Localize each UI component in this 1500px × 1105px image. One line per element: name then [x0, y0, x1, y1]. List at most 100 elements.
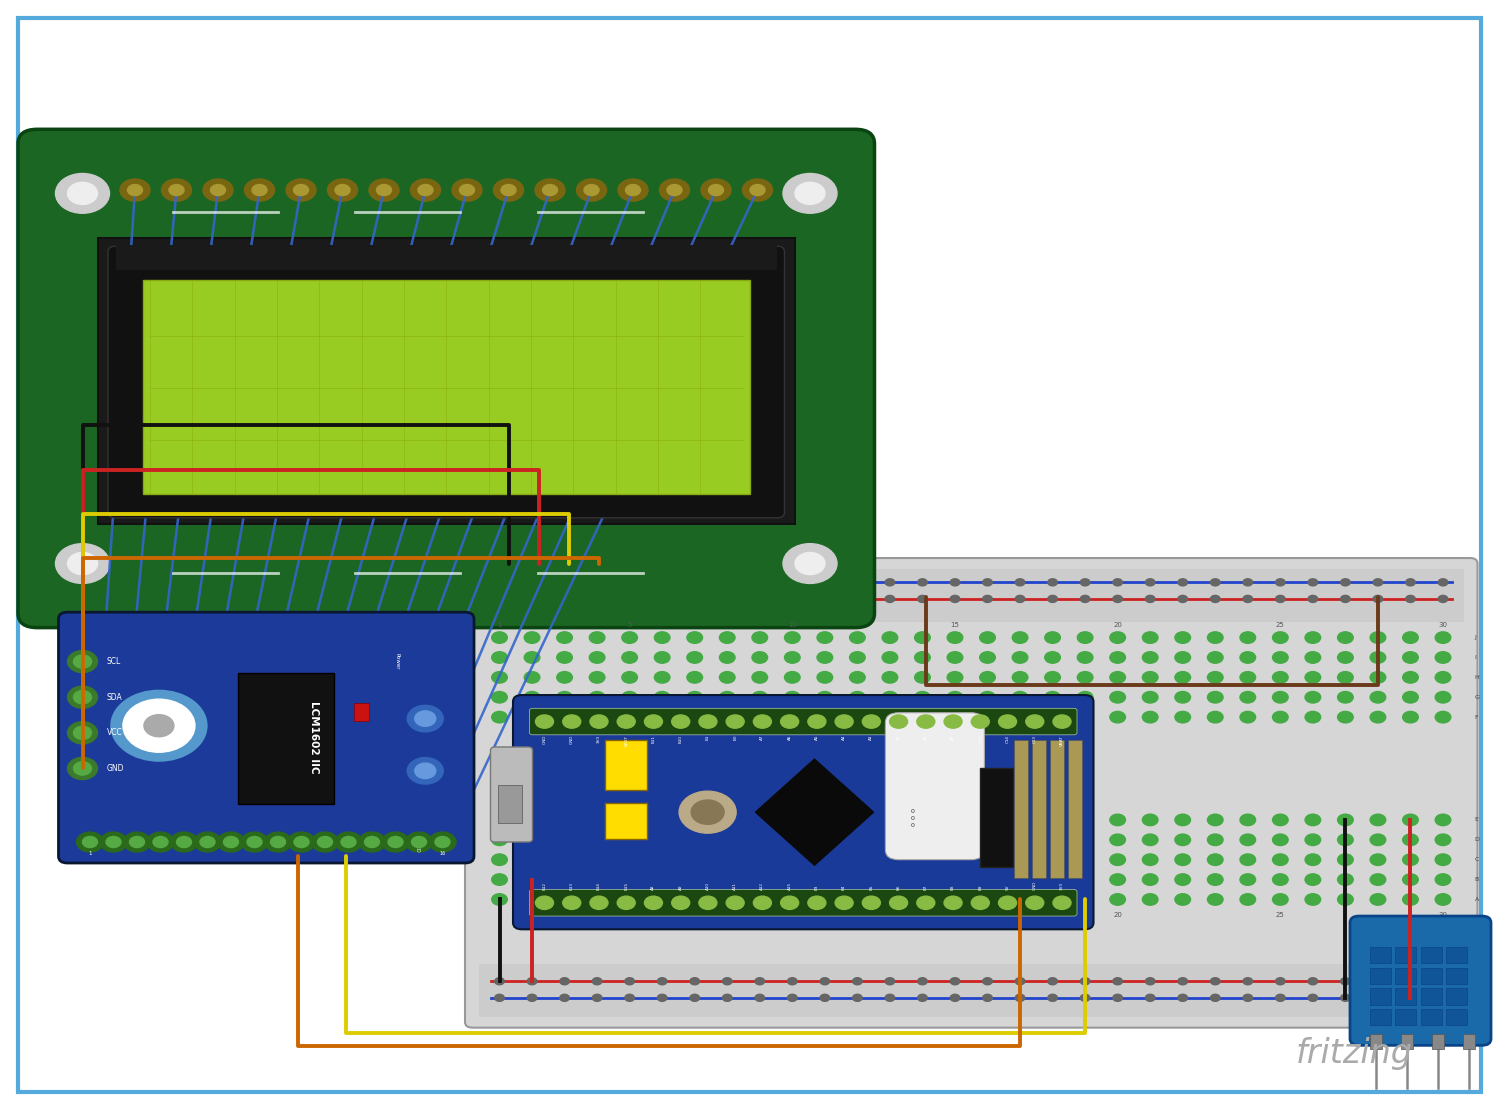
Bar [981, 768, 1014, 867]
Circle shape [536, 715, 554, 728]
Circle shape [128, 185, 142, 196]
Circle shape [576, 179, 606, 201]
Circle shape [708, 185, 723, 196]
Circle shape [543, 185, 558, 196]
Circle shape [120, 179, 150, 201]
Text: B13: B13 [570, 882, 573, 890]
Circle shape [1338, 632, 1353, 643]
Circle shape [369, 179, 399, 201]
Bar [604, 803, 646, 839]
Circle shape [849, 814, 865, 825]
Circle shape [1110, 712, 1125, 723]
Circle shape [946, 854, 963, 865]
Text: 5V: 5V [1005, 884, 1010, 890]
Circle shape [1174, 894, 1191, 905]
Bar [1068, 740, 1082, 878]
Circle shape [687, 712, 702, 723]
Circle shape [1240, 834, 1256, 845]
Circle shape [882, 814, 897, 825]
Text: GND: GND [543, 735, 546, 744]
Circle shape [1077, 672, 1094, 683]
Circle shape [818, 672, 833, 683]
Circle shape [821, 994, 830, 1001]
Circle shape [1240, 874, 1256, 885]
Circle shape [946, 672, 963, 683]
Circle shape [1438, 579, 1448, 586]
Circle shape [318, 836, 333, 848]
Bar [142, 280, 750, 494]
Bar [1446, 988, 1467, 1004]
Circle shape [849, 632, 865, 643]
Circle shape [849, 874, 865, 885]
Circle shape [1174, 814, 1191, 825]
Circle shape [1406, 978, 1416, 985]
Bar [1446, 947, 1467, 964]
Circle shape [788, 994, 796, 1001]
Circle shape [1341, 579, 1350, 586]
Circle shape [1174, 632, 1191, 643]
Circle shape [1013, 712, 1028, 723]
Text: B8: B8 [951, 884, 956, 890]
Circle shape [852, 596, 862, 602]
FancyBboxPatch shape [513, 695, 1094, 929]
Text: GND: GND [1034, 881, 1036, 890]
Circle shape [494, 179, 524, 201]
Text: SCL: SCL [106, 657, 120, 666]
Circle shape [1077, 692, 1094, 703]
Text: A3: A3 [870, 735, 873, 740]
Bar [478, 569, 1464, 622]
Circle shape [946, 712, 963, 723]
Circle shape [944, 896, 962, 909]
Circle shape [1080, 978, 1090, 985]
Circle shape [162, 179, 192, 201]
Circle shape [821, 978, 830, 985]
Circle shape [414, 711, 436, 726]
Circle shape [1240, 692, 1256, 703]
Circle shape [852, 579, 862, 586]
Circle shape [56, 544, 110, 583]
Circle shape [618, 179, 648, 201]
Text: A9: A9 [678, 884, 682, 890]
Circle shape [106, 836, 122, 848]
Circle shape [687, 692, 702, 703]
Circle shape [556, 672, 573, 683]
Text: A12: A12 [760, 882, 765, 890]
Circle shape [1338, 874, 1353, 885]
Circle shape [1208, 834, 1222, 845]
Circle shape [1210, 579, 1219, 586]
Text: B10: B10 [678, 735, 682, 743]
Circle shape [590, 854, 604, 865]
Circle shape [492, 712, 507, 723]
Bar [1431, 1034, 1443, 1049]
Circle shape [590, 692, 604, 703]
Circle shape [852, 978, 862, 985]
Circle shape [672, 715, 690, 728]
Circle shape [1208, 692, 1222, 703]
Circle shape [726, 896, 744, 909]
Circle shape [147, 832, 174, 852]
Circle shape [501, 185, 516, 196]
Circle shape [1370, 814, 1386, 825]
Text: 3V3: 3V3 [597, 735, 602, 743]
Circle shape [687, 632, 702, 643]
Circle shape [1208, 712, 1222, 723]
Circle shape [495, 596, 504, 602]
Circle shape [1143, 672, 1158, 683]
Circle shape [1341, 978, 1350, 985]
Bar [1395, 947, 1416, 964]
Circle shape [862, 896, 880, 909]
Circle shape [754, 579, 765, 586]
Circle shape [645, 896, 663, 909]
Circle shape [1308, 596, 1317, 602]
Circle shape [754, 978, 765, 985]
Circle shape [784, 894, 800, 905]
Bar [1050, 740, 1064, 878]
Text: B4: B4 [842, 884, 846, 890]
Bar [1370, 968, 1390, 983]
Circle shape [492, 894, 507, 905]
Circle shape [1244, 579, 1252, 586]
Circle shape [210, 185, 225, 196]
Text: fritzing: fritzing [1296, 1036, 1413, 1070]
Text: C: C [1474, 857, 1479, 862]
Circle shape [68, 651, 98, 673]
